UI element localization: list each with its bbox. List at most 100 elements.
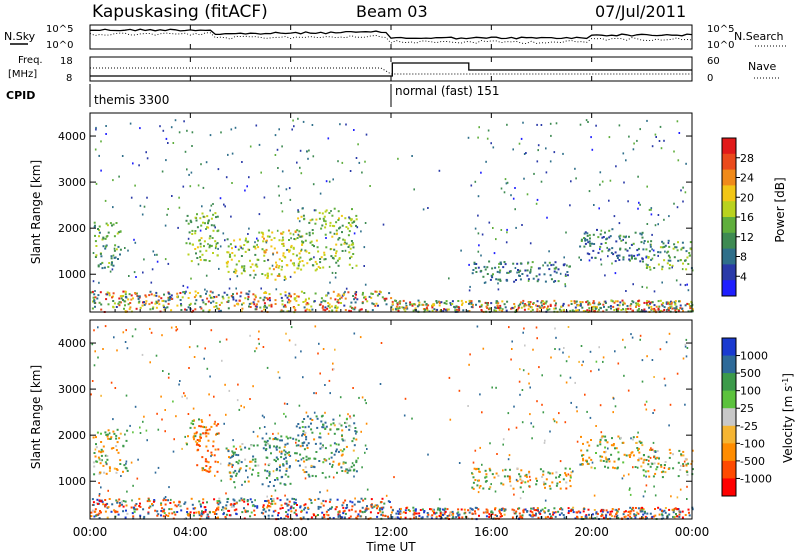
power-echo-cell xyxy=(349,223,352,226)
velocity-echo-cell xyxy=(238,499,241,502)
power-echo-cell xyxy=(676,206,679,209)
velocity-echo-cell xyxy=(589,350,592,353)
power-echo-cell xyxy=(402,299,405,302)
power-echo-cell xyxy=(223,291,226,294)
power-echo-cell xyxy=(582,310,585,312)
power-echo-cell xyxy=(474,227,477,230)
velocity-echo-cell xyxy=(183,502,186,505)
power-echo-cell xyxy=(256,303,258,306)
velocity-echo-cell xyxy=(565,481,568,484)
power-echo-cell xyxy=(112,264,115,267)
power-echo-cell xyxy=(604,300,607,303)
velocity-echo-cell xyxy=(197,448,200,451)
power-echo-cell xyxy=(592,249,595,252)
velocity-echo-cell xyxy=(288,454,290,456)
power-echo-cell xyxy=(497,306,500,309)
power-echo-cell xyxy=(133,271,136,274)
velocity-echo-cell xyxy=(170,326,173,329)
velocity-echo-cell xyxy=(279,507,282,510)
power-echo-cell xyxy=(293,307,296,309)
velocity-echo-cell xyxy=(232,445,235,448)
power-echo-cell xyxy=(128,293,131,296)
velocity-echo-cell xyxy=(131,512,134,515)
power-echo-cell xyxy=(377,304,379,307)
power-echo-cell xyxy=(525,304,528,307)
power-echo-cell xyxy=(321,224,324,227)
velocity-echo-cell xyxy=(436,508,439,511)
velocity-echo-cell xyxy=(515,478,518,481)
velocity-plot-area xyxy=(90,320,692,519)
power-echo-cell xyxy=(155,300,158,303)
power-echo-cell xyxy=(227,299,230,302)
velocity-echo-cell xyxy=(216,501,219,504)
velocity-echo-cell xyxy=(254,499,256,502)
velocity-echo-cell xyxy=(172,501,175,504)
power-echo-cell xyxy=(523,304,526,307)
power-echo-cell xyxy=(138,295,141,298)
power-echo-cell xyxy=(179,299,182,301)
power-echo-cell xyxy=(205,292,207,295)
velocity-echo-cell xyxy=(329,444,332,447)
velocity-echo-cell xyxy=(332,517,335,520)
velocity-echo-cell xyxy=(547,510,550,513)
velocity-echo-cell xyxy=(254,460,257,463)
velocity-echo-cell xyxy=(303,418,306,420)
power-echo-cell xyxy=(499,261,502,264)
velocity-echo-cell xyxy=(161,507,164,510)
velocity-echo-cell xyxy=(322,499,325,502)
velocity-echo-cell xyxy=(94,508,97,511)
velocity-echo-cell xyxy=(136,508,139,511)
velocity-echo-cell xyxy=(195,443,198,446)
power-echo-cell xyxy=(117,302,120,305)
power-echo-cell xyxy=(651,248,653,251)
velocity-echo-cell xyxy=(633,513,636,516)
power-echo-cell xyxy=(491,276,494,279)
power-echo-cell xyxy=(612,305,615,308)
velocity-echo-cell xyxy=(316,417,319,420)
velocity-echo-cell xyxy=(379,507,382,510)
freq-tick-bottom: 8 xyxy=(66,73,72,84)
power-echo-cell xyxy=(293,293,296,296)
velocity-echo-cell xyxy=(664,384,667,387)
velocity-echoes xyxy=(90,325,694,521)
power-echo-cell xyxy=(495,238,497,241)
velocity-echo-cell xyxy=(359,515,362,518)
velocity-echo-cell xyxy=(614,447,616,450)
power-echo-cell xyxy=(109,270,112,273)
velocity-echo-cell xyxy=(478,486,481,489)
velocity-echo-cell xyxy=(653,485,655,488)
power-echo-cell xyxy=(191,229,194,232)
velocity-echo-cell xyxy=(107,429,110,432)
power-echo-cell xyxy=(239,245,242,248)
power-echo-cell xyxy=(586,300,589,303)
power-echo-cell xyxy=(221,295,224,298)
power-echo-cell xyxy=(536,160,539,163)
power-echo-cell xyxy=(354,296,357,299)
velocity-echo-cell xyxy=(598,368,600,371)
power-echo-cell xyxy=(284,277,287,280)
power-echo-cell xyxy=(281,239,284,242)
power-echo-cell xyxy=(338,217,340,220)
velocity-echo-cell xyxy=(588,456,591,459)
velocity-echo-cell xyxy=(679,468,682,471)
power-echo-cell xyxy=(675,279,678,282)
velocity-echo-cell xyxy=(533,509,536,511)
velocity-echo-cell xyxy=(119,432,122,435)
velocity-echo-cell xyxy=(521,389,524,391)
power-echo-cell xyxy=(605,238,608,241)
velocity-echo-cell xyxy=(664,471,667,474)
velocity-echo-cell xyxy=(360,497,363,500)
power-echo-cell xyxy=(470,305,473,308)
power-echo-cell xyxy=(668,245,671,248)
power-echo-cell xyxy=(277,266,280,269)
power-echo-cell xyxy=(514,309,517,312)
velocity-echo-cell xyxy=(143,415,145,418)
velocity-echo-cell xyxy=(431,510,434,513)
power-echo-cell xyxy=(497,288,500,291)
power-echo-cell xyxy=(176,292,179,295)
power-echo-cell xyxy=(657,308,660,311)
power-echo-cell xyxy=(596,228,598,231)
velocity-echo-cell xyxy=(525,475,528,478)
velocity-echo-cell xyxy=(301,420,304,423)
power-echo-cell xyxy=(202,301,205,304)
